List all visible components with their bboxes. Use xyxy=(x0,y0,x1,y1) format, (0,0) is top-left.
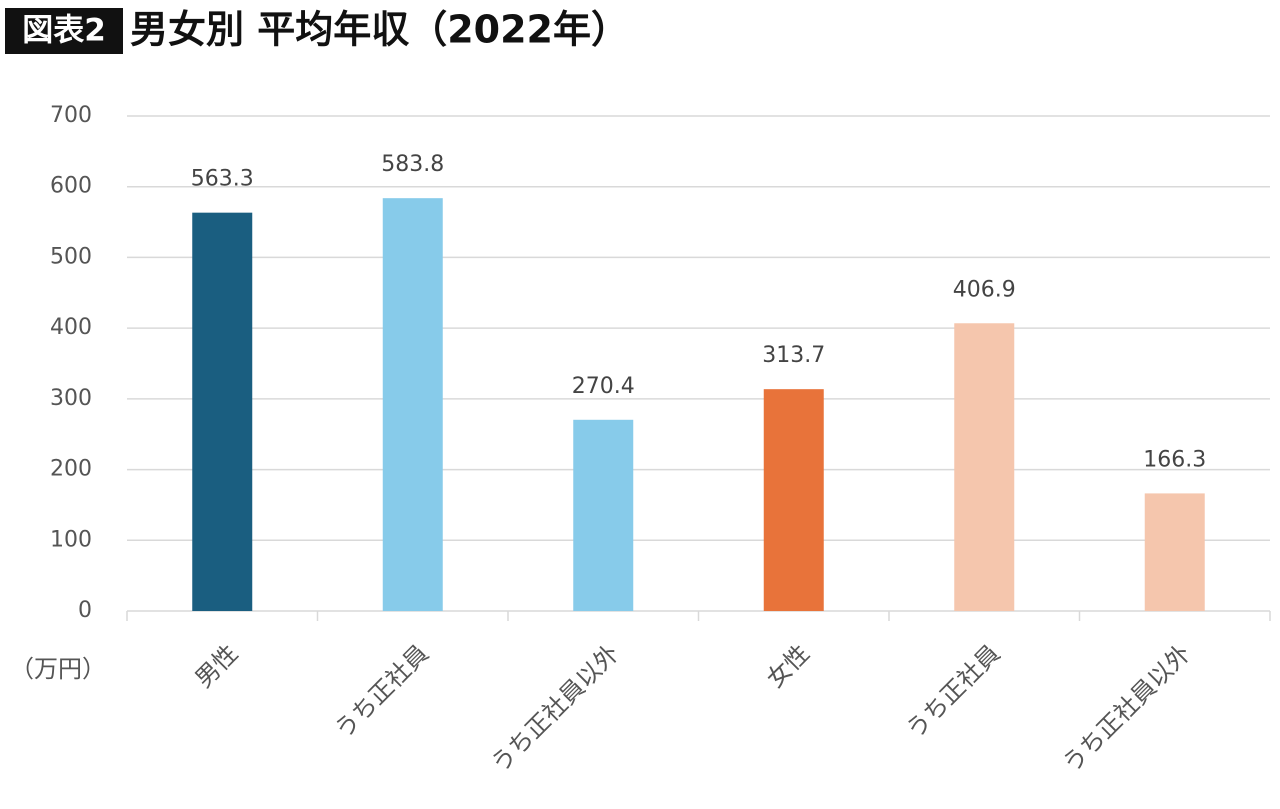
y-tick-label: 300 xyxy=(50,386,92,411)
x-tick-label: うち正社員 xyxy=(329,639,434,744)
y-tick-label: 200 xyxy=(50,457,92,482)
chart-title: 男女別 平均年収（2022年） xyxy=(130,8,629,52)
y-tick-label: 600 xyxy=(50,174,92,199)
y-tick-label: 100 xyxy=(50,527,92,552)
bar xyxy=(382,198,443,612)
badge-box xyxy=(5,8,123,54)
x-tick-label: うち正社員 xyxy=(901,639,1006,744)
unit-label: （万円） xyxy=(10,655,106,683)
x-tick-label: 男性 xyxy=(190,639,244,693)
y-tick-label: 700 xyxy=(50,103,92,128)
value-label: 583.8 xyxy=(381,152,444,177)
bar xyxy=(763,389,824,611)
bar xyxy=(573,419,634,611)
bar xyxy=(1144,493,1205,611)
value-label: 313.7 xyxy=(762,343,825,368)
y-tick-label: 400 xyxy=(50,315,92,340)
value-label: 270.4 xyxy=(572,374,635,399)
x-tick-label: 女性 xyxy=(761,639,815,693)
x-tick-label: うち正社員以外 xyxy=(486,639,625,778)
y-tick-label: 0 xyxy=(78,598,92,623)
value-label: 166.3 xyxy=(1143,447,1206,472)
bar xyxy=(954,323,1015,611)
bar xyxy=(192,212,253,611)
y-tick-label: 500 xyxy=(50,244,92,269)
value-label: 406.9 xyxy=(953,277,1016,302)
badge: 図表2 xyxy=(22,13,106,49)
value-label: 563.3 xyxy=(191,167,254,192)
x-tick-label: うち正社員以外 xyxy=(1057,639,1196,778)
